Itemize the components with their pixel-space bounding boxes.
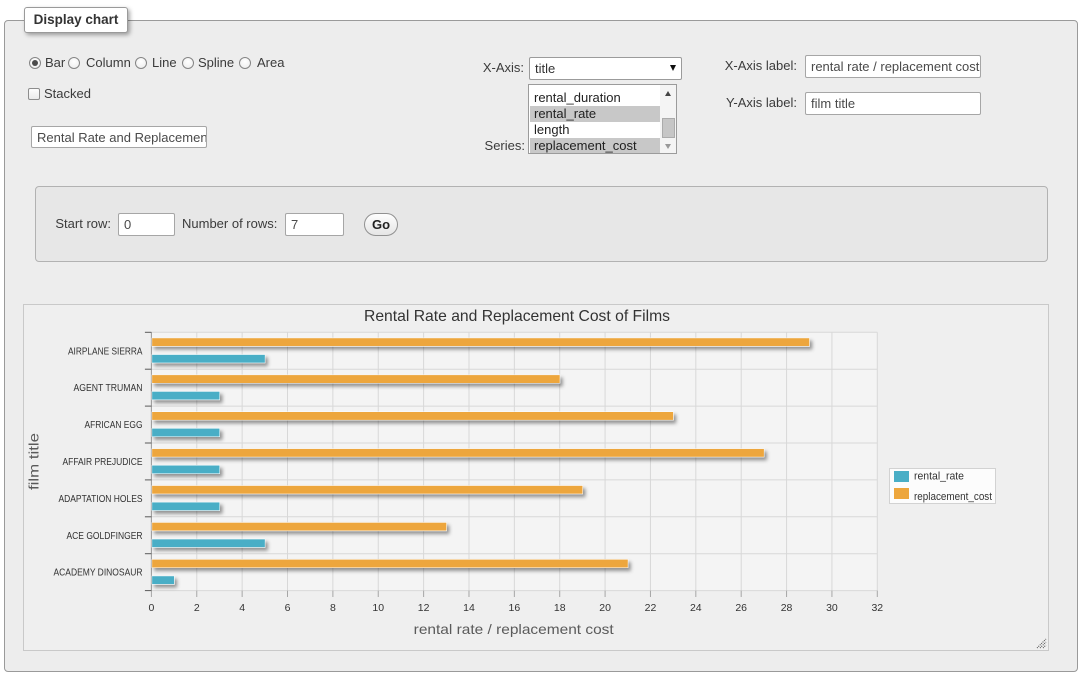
svg-text:30: 30 [826, 602, 838, 614]
svg-text:6: 6 [285, 602, 291, 614]
svg-text:rental rate / replacement cost: rental rate / replacement cost [414, 621, 614, 637]
svg-text:Rental Rate and Replacement Co: Rental Rate and Replacement Cost of Film… [364, 308, 670, 325]
svg-text:ACADEMY DINOSAUR: ACADEMY DINOSAUR [54, 568, 143, 579]
svg-text:22: 22 [645, 602, 657, 614]
svg-text:film title: film title [26, 433, 42, 490]
svg-text:20: 20 [599, 602, 611, 614]
svg-text:18: 18 [554, 602, 566, 614]
svg-text:14: 14 [463, 602, 475, 614]
svg-text:4: 4 [239, 602, 245, 614]
svg-text:AIRPLANE SIERRA: AIRPLANE SIERRA [68, 346, 143, 357]
svg-text:2: 2 [194, 602, 200, 614]
svg-text:0: 0 [148, 602, 154, 614]
svg-text:26: 26 [735, 602, 747, 614]
svg-text:8: 8 [330, 602, 336, 614]
svg-text:12: 12 [418, 602, 430, 614]
svg-text:ACE GOLDFINGER: ACE GOLDFINGER [67, 531, 143, 542]
svg-text:rental_rate: rental_rate [914, 470, 964, 482]
svg-text:24: 24 [690, 602, 702, 614]
svg-text:28: 28 [781, 602, 793, 614]
svg-text:AFFAIR PREJUDICE: AFFAIR PREJUDICE [63, 457, 143, 468]
svg-text:32: 32 [871, 602, 883, 614]
svg-text:AFRICAN EGG: AFRICAN EGG [85, 420, 143, 431]
svg-text:16: 16 [509, 602, 521, 614]
svg-text:AGENT TRUMAN: AGENT TRUMAN [74, 383, 143, 394]
svg-text:replacement_cost: replacement_cost [914, 491, 992, 503]
svg-text:ADAPTATION HOLES: ADAPTATION HOLES [59, 494, 143, 505]
svg-text:10: 10 [372, 602, 384, 614]
